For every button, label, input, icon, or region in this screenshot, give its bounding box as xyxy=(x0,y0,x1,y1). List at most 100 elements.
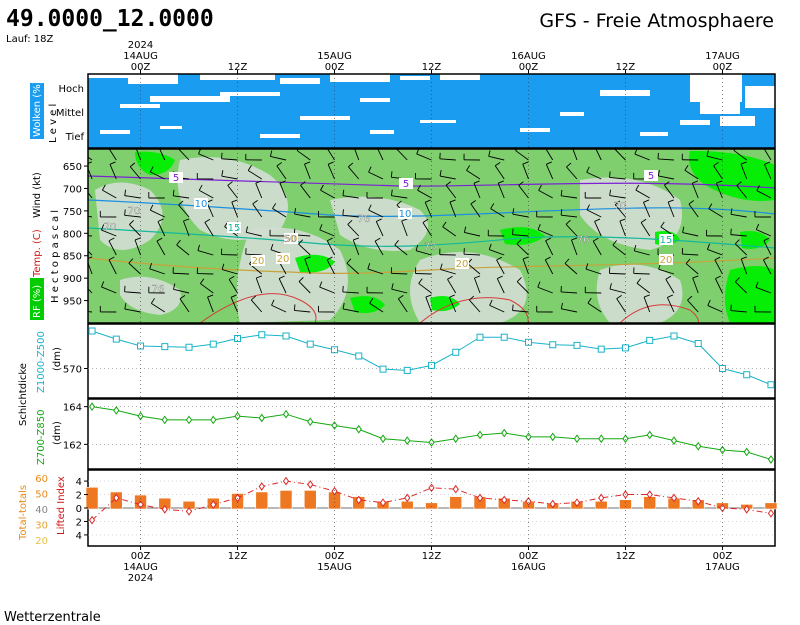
wind-barb-flag xyxy=(537,281,541,288)
wind-barb xyxy=(227,185,238,199)
wind-barb-flag xyxy=(730,304,732,311)
wind-barb xyxy=(666,297,675,313)
wind-barb-flag xyxy=(516,277,522,282)
wind-barb xyxy=(108,240,117,256)
cloud-patch xyxy=(280,78,320,84)
data-point xyxy=(88,402,96,412)
wind-barb xyxy=(124,291,141,294)
wind-barb xyxy=(512,310,529,313)
wind-barb-flag xyxy=(715,275,722,280)
data-point xyxy=(573,434,581,444)
wind-barb-flag xyxy=(755,223,760,230)
data-point xyxy=(185,415,193,425)
wind-barb-flag xyxy=(319,224,323,231)
wind-barb xyxy=(587,302,602,313)
wind-barb-flag xyxy=(566,162,572,168)
lifted-index-point xyxy=(573,498,581,507)
wind-barb xyxy=(740,258,748,275)
cloud-patch xyxy=(100,130,130,134)
wind-barb-flag xyxy=(342,209,344,216)
wind-barb xyxy=(740,163,748,180)
wind-barb xyxy=(545,240,554,256)
wind-barb xyxy=(658,268,675,275)
wind-barb xyxy=(682,232,699,237)
wind-barb xyxy=(417,189,432,199)
wind-barb xyxy=(439,158,456,161)
rh-contour-label: 76 xyxy=(358,214,371,225)
wind-barb xyxy=(537,229,553,237)
wind-barb-flag xyxy=(376,218,382,222)
data-point xyxy=(210,415,217,425)
wind-barb-flag xyxy=(449,199,456,203)
rh-axis-badge xyxy=(30,278,44,320)
wind-barb-flag xyxy=(422,218,429,223)
pressure-tick-label: 900 xyxy=(63,274,82,285)
lifted-index-point xyxy=(113,493,120,503)
wind-barb-flag xyxy=(522,256,529,260)
wind-barb xyxy=(609,288,626,294)
wind-barb-flag xyxy=(708,203,713,209)
rh-contour-label: 70 xyxy=(104,222,117,233)
wind-barb-flag xyxy=(488,243,492,250)
humidity-area xyxy=(689,150,775,201)
wind-barb-flag xyxy=(730,208,733,215)
wind-barb-flag xyxy=(396,200,402,206)
wind-barb xyxy=(204,222,214,237)
top-time-label: 00Z xyxy=(325,62,345,73)
wind-barb-flag xyxy=(730,228,732,235)
lifted-index-point xyxy=(452,484,459,494)
rh-axis-title: RF (%) xyxy=(32,285,43,318)
total-totals-bar xyxy=(255,491,269,510)
wind-barb xyxy=(633,272,650,275)
wind-axis-title: Wind (kt) xyxy=(32,172,43,218)
data-point xyxy=(767,381,775,389)
wind-barb xyxy=(474,277,481,294)
data-point xyxy=(743,447,750,457)
temp-contour-label: 20 xyxy=(277,254,290,265)
wind-barb-flag xyxy=(149,204,154,211)
rh-contour-label: 76 xyxy=(152,284,165,295)
wind-barb-flag xyxy=(736,181,742,186)
rh-contour-label: 70 xyxy=(424,242,437,253)
lifted-index-point xyxy=(185,507,193,516)
pressure-tick-label: 650 xyxy=(63,162,82,173)
lifted-index-point xyxy=(695,496,702,506)
wind-barb-flag xyxy=(327,161,334,165)
wind-barb xyxy=(176,244,190,256)
wind-barb-flag xyxy=(82,182,87,186)
wind-barb xyxy=(246,231,262,237)
wind-barb xyxy=(347,224,360,237)
wind-barb-flag xyxy=(497,275,503,279)
cloud-patch xyxy=(720,116,755,126)
wind-barb xyxy=(271,304,287,313)
wind-barb-flag xyxy=(294,208,297,215)
isotherm-line xyxy=(88,257,775,274)
wind-barb-flag xyxy=(643,199,650,203)
wind-barb xyxy=(448,297,457,313)
wind-barb xyxy=(592,240,602,256)
wind-barb xyxy=(150,171,165,180)
data-point xyxy=(379,434,387,444)
thickness-700-axis: 162 164 xyxy=(63,403,88,451)
wind-barb-flag xyxy=(442,221,447,228)
data-point xyxy=(282,409,290,419)
level-label-high: Hoch xyxy=(59,84,84,95)
data-point xyxy=(428,361,435,369)
wind-barb xyxy=(149,268,165,275)
lifted-index-tick-label: 0 xyxy=(76,504,82,515)
wind-barb xyxy=(425,296,432,313)
rh-contour-label: 70 xyxy=(614,201,627,212)
wind-barb-flag xyxy=(657,169,660,176)
wind-barb xyxy=(730,213,747,218)
wind-barb-flag xyxy=(498,180,504,184)
wind-barb xyxy=(688,203,699,218)
wind-barb xyxy=(327,149,335,161)
wind-barb xyxy=(636,282,650,294)
lifted-index-point xyxy=(525,496,532,506)
rh-contour-label: 76 xyxy=(577,235,590,246)
wind-barb xyxy=(178,204,190,218)
wind-barb xyxy=(516,243,529,256)
temp-contour-label: 50 xyxy=(285,234,298,245)
top-time-label: 15AUG xyxy=(317,51,352,62)
wind-barb xyxy=(88,288,93,294)
